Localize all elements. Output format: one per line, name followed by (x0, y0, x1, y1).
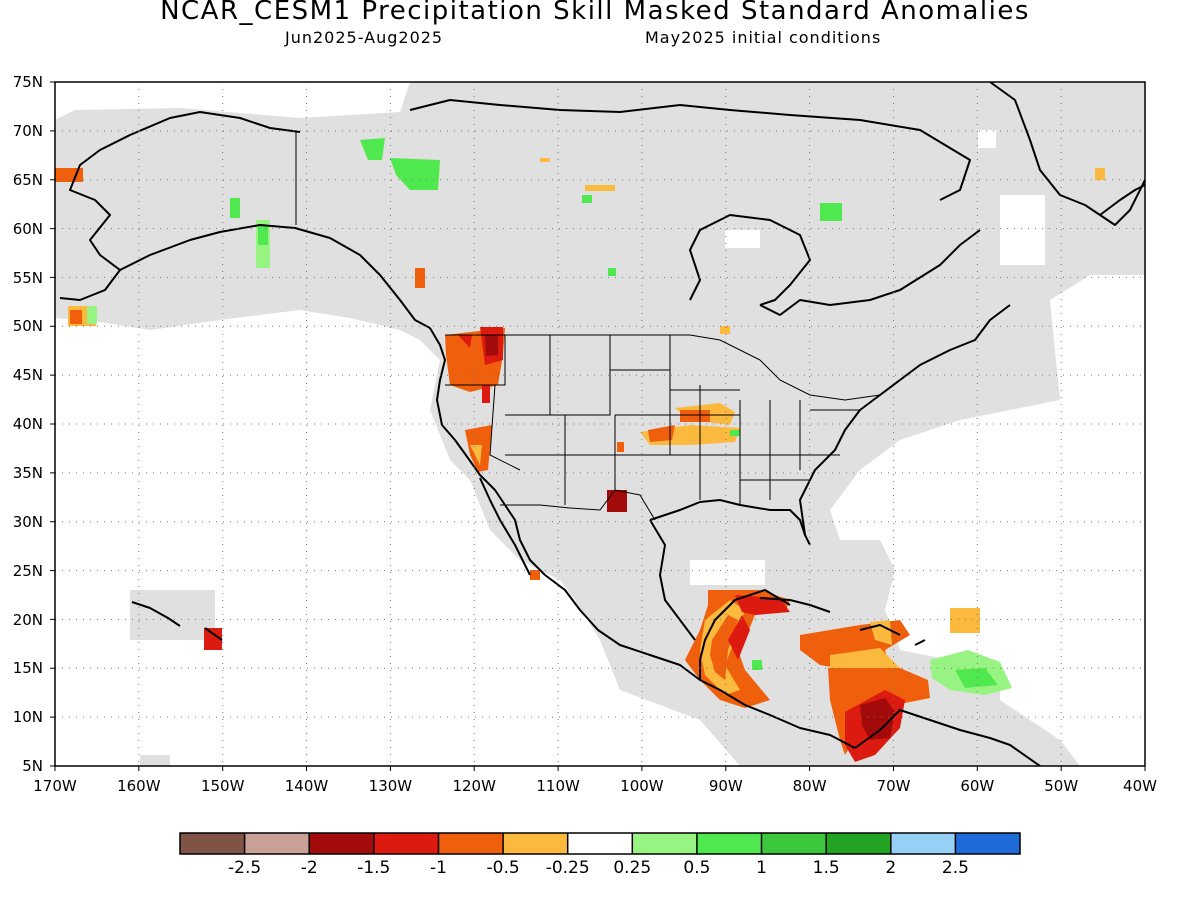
latitude-labels: 75N 70N 65N 60N 55N 50N 45N 40N 35N 30N … (13, 73, 43, 775)
lat-label: 30N (13, 513, 43, 531)
lat-label: 5N (22, 757, 43, 775)
colorbar-swatch (503, 833, 568, 854)
lon-label: 50W (1044, 777, 1078, 795)
colorbar-label: 2.5 (942, 858, 969, 878)
lon-label: 60W (960, 777, 994, 795)
colorbar-label: -1.5 (357, 858, 390, 878)
colorbar-label: 0.25 (613, 858, 651, 878)
lat-label: 35N (13, 464, 43, 482)
colorbar-swatch (244, 833, 310, 854)
colorbar-swatch (632, 833, 697, 854)
anomaly-shading (55, 138, 1105, 762)
political-boundaries (295, 132, 881, 521)
colorbar (179, 832, 1021, 855)
colorbar-label: 2 (885, 858, 896, 878)
colorbar-swatch (438, 833, 504, 854)
lat-label: 55N (13, 269, 43, 287)
skill-mask (55, 82, 1145, 766)
colorbar-label: 1.5 (813, 858, 840, 878)
lon-label: 150W (201, 777, 245, 795)
tick-marks (50, 81, 1146, 771)
lon-label: 100W (620, 777, 664, 795)
lat-label: 75N (13, 73, 43, 91)
longitude-labels: 170W 160W 150W 140W 130W 120W 110W 100W … (33, 777, 1157, 795)
lon-label: 120W (452, 777, 496, 795)
colorbar-swatch (955, 833, 1020, 854)
map-plot-area (55, 82, 1145, 766)
colorbar-swatch (180, 833, 245, 854)
lat-label: 25N (13, 562, 43, 580)
colorbar-label: -0.25 (546, 858, 590, 878)
colorbar-swatch (567, 833, 633, 854)
colorbar-swatch (373, 833, 439, 854)
lon-label: 130W (369, 777, 413, 795)
lon-label: 40W (1123, 777, 1157, 795)
colorbar-swatch (309, 833, 374, 854)
lat-label: 60N (13, 220, 43, 238)
lon-label: 70W (877, 777, 911, 795)
lat-label: 15N (13, 659, 43, 677)
lat-label: 10N (13, 708, 43, 726)
initial-conditions: May2025 initial conditions (645, 28, 882, 47)
colorbar-label: 1 (756, 858, 767, 878)
lon-label: 110W (536, 777, 580, 795)
lat-label: 50N (13, 317, 43, 335)
colorbar-swatch (696, 833, 762, 854)
lat-label: 70N (13, 122, 43, 140)
lon-label: 80W (793, 777, 827, 795)
colorbar-swatch (826, 833, 891, 854)
lat-label: 40N (13, 415, 43, 433)
colorbar-labels: -2.5 -2 -1.5 -1 -0.5 -0.25 0.25 0.5 1 1.… (228, 858, 969, 878)
colorbar-label: 0.5 (683, 858, 710, 878)
colorbar-label: -2 (301, 858, 318, 878)
colorbar-swatch (761, 833, 827, 854)
forecast-period: Jun2025-Aug2025 (285, 28, 444, 47)
lat-label: 45N (13, 366, 43, 384)
lon-label: 90W (709, 777, 743, 795)
lat-label: 65N (13, 171, 43, 189)
lon-label: 160W (117, 777, 161, 795)
map-title: NCAR_CESM1 Precipitation Skill Masked St… (160, 0, 1030, 26)
coastlines (59, 82, 1145, 766)
mask-gaps (600, 130, 1045, 585)
lat-label: 20N (13, 611, 43, 629)
colorbar-swatch (890, 833, 956, 854)
lon-label: 140W (285, 777, 329, 795)
colorbar-label: -1 (430, 858, 447, 878)
lon-label: 170W (33, 777, 77, 795)
colorbar-label: -0.5 (487, 858, 520, 878)
colorbar-label: -2.5 (228, 858, 261, 878)
